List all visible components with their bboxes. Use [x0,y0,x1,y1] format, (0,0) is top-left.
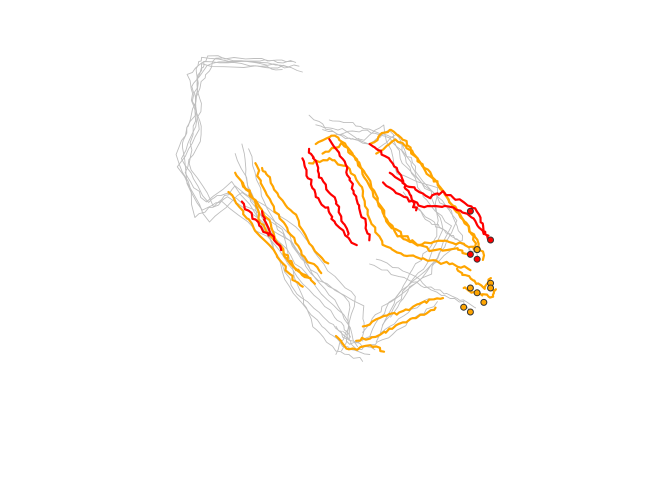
orange-endpoint-marker [480,298,488,306]
red-trajectory-line [381,181,485,236]
gray-trajectory-line [184,63,350,355]
red-trajectory-line [240,200,270,237]
gray-trajectory-line [180,56,351,340]
orange-endpoint-marker [466,308,474,316]
red-trajectories [240,138,491,252]
orange-trajectory-line [361,297,445,328]
orange-trajectory-line [334,334,386,353]
orange-trajectories [227,128,497,353]
endpoint-markers [460,207,495,316]
red-endpoint-marker [473,255,481,263]
orange-endpoint-marker [473,246,481,254]
red-trajectory-line [301,157,358,247]
orange-trajectory-line [368,128,480,252]
red-trajectory-line [328,138,371,242]
red-endpoint-marker [466,207,474,215]
orange-trajectory-line [227,190,304,288]
orange-endpoint-marker [473,289,481,297]
gray-trajectory-line [181,57,352,338]
red-trajectory-line [307,147,350,236]
orange-trajectory-line [254,162,323,275]
orange-trajectory-line [261,166,330,265]
gray-trajectory-line [175,55,359,348]
gray-trajectory-line [315,124,452,333]
orange-trajectory-line [355,306,437,342]
orange-trajectory-line [321,141,478,251]
orange-trajectory-line [375,138,486,261]
gray-trajectories [175,55,478,362]
gray-trajectory-line [248,148,364,362]
gray-trajectory-line [369,263,477,309]
gray-trajectory-line [176,59,365,342]
orange-trajectory-line [308,157,472,272]
red-endpoint-marker [466,250,474,258]
orange-trajectory-line [462,286,497,299]
red-trajectory-line [388,171,491,241]
orange-endpoint-marker [460,303,468,311]
orange-endpoint-marker [487,284,495,292]
orange-endpoint-marker [466,284,474,292]
red-trajectory-line [261,210,283,252]
red-endpoint-marker [487,236,495,244]
orange-trajectory-line [240,181,316,285]
gray-trajectory-line [335,129,463,318]
